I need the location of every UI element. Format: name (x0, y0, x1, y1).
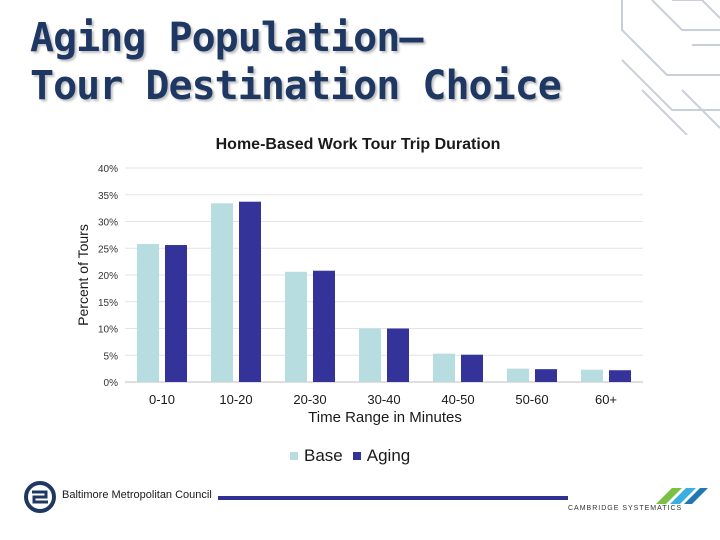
bar-base-10-20 (211, 203, 233, 382)
legend-swatch-base (290, 452, 298, 460)
x-tick-label: 30-40 (367, 392, 400, 407)
legend-item-aging: Aging (352, 446, 411, 466)
bar-aging-30-40 (387, 328, 409, 382)
legend-swatch-aging (352, 452, 361, 460)
bar-aging-40-50 (461, 354, 483, 382)
cambridge-systematics-logo-icon (656, 488, 708, 504)
bar-base-60+ (581, 369, 603, 382)
slide-title-line-1: Aging Population– (30, 15, 423, 61)
x-tick-label: 50-60 (515, 392, 548, 407)
x-tick-label: 10-20 (219, 392, 252, 407)
slide-title-line-2: Tour Destination Choice (30, 63, 562, 109)
corner-decoration-icon (621, 0, 720, 135)
legend-label-aging: Aging (366, 446, 411, 465)
y-tick-label: 25% (98, 244, 118, 255)
y-tick-label: 30% (98, 218, 118, 229)
chart-legend: Base Aging (290, 446, 420, 466)
y-tick-label: 35% (98, 191, 118, 202)
bar-base-20-30 (285, 271, 307, 382)
chart-title: Home-Based Work Tour Trip Duration (215, 136, 501, 153)
x-tick-label: 0-10 (149, 392, 175, 407)
y-tick-label: 40% (98, 164, 118, 175)
x-tick-label: 40-50 (441, 392, 474, 407)
y-tick-label: 10% (98, 325, 118, 336)
bar-base-50-60 (507, 368, 529, 382)
bar-aging-0-10 (165, 245, 187, 382)
bmc-org-name: Baltimore Metropolitan Council (62, 489, 212, 501)
x-tick-label: 20-30 (293, 392, 326, 407)
bar-base-30-40 (359, 328, 381, 382)
y-axis-label: Percent of Tours (75, 224, 91, 326)
cambridge-systematics-name: CAMBRIDGE SYSTEMATICS (568, 505, 683, 512)
legend-item-base: Base (290, 446, 343, 466)
x-axis-label: Time Range in Minutes (308, 409, 462, 426)
y-tick-label: 5% (104, 351, 119, 362)
x-tick-label: 60+ (595, 392, 617, 407)
bmc-logo-icon (24, 481, 56, 513)
y-tick-label: 15% (98, 298, 118, 309)
chart-plot: 0% 5% 10% 15% 20% 25% 30% 35% 40% Percent of Tour… (75, 164, 643, 426)
legend-label-base: Base (304, 446, 343, 465)
slide-title: Aging Population– Tour Destination Choic… (30, 14, 562, 110)
bar-aging-50-60 (535, 369, 557, 382)
bar-aging-10-20 (239, 201, 261, 382)
bar-base-40-50 (433, 353, 455, 382)
footer-divider (218, 496, 568, 500)
y-tick-label: 20% (98, 271, 118, 282)
y-tick-label: 0% (104, 378, 119, 389)
bar-aging-20-30 (313, 270, 335, 382)
bar-aging-60+ (609, 370, 631, 382)
bar-base-0-10 (137, 243, 159, 382)
